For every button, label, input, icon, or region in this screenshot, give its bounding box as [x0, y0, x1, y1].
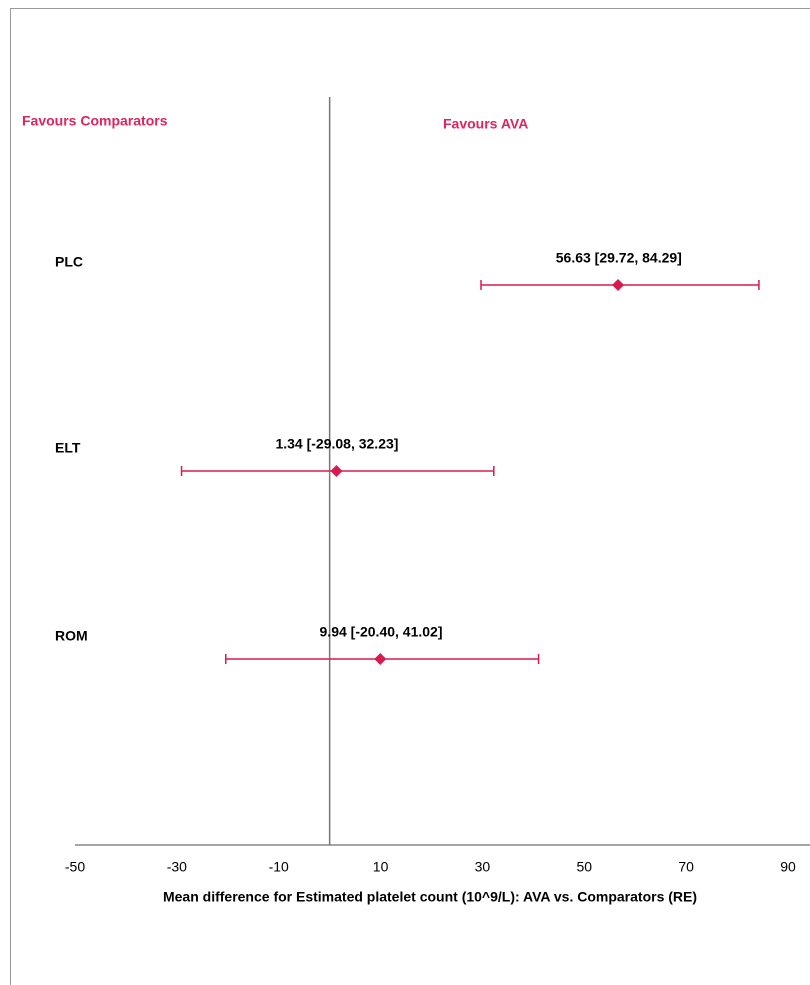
category-label: ROM [55, 628, 88, 644]
x-tick-label: 70 [678, 859, 694, 875]
x-tick-label: -50 [65, 859, 85, 875]
x-tick-label: -10 [269, 859, 289, 875]
x-tick-label: 30 [475, 859, 491, 875]
annotation: Favours AVA [443, 116, 528, 132]
category-label: ELT [55, 440, 81, 456]
point-estimate [374, 653, 387, 665]
x-tick-label: 10 [373, 859, 389, 875]
point-estimate [330, 465, 343, 477]
x-tick-label: 50 [576, 859, 592, 875]
x-tick-label: -30 [167, 859, 187, 875]
value-label: 56.63 [29.72, 84.29] [556, 250, 682, 266]
chart-border [10, 8, 810, 985]
value-label: 9.94 [-20.40, 41.02] [320, 624, 443, 640]
value-label: 1.34 [-29.08, 32.23] [275, 436, 398, 452]
x-axis-label: Mean difference for Estimated platelet c… [163, 889, 697, 905]
annotation: Favours Comparators [22, 113, 168, 129]
x-tick-label: 90 [780, 859, 796, 875]
point-estimate [612, 279, 625, 291]
category-label: PLC [55, 254, 83, 270]
